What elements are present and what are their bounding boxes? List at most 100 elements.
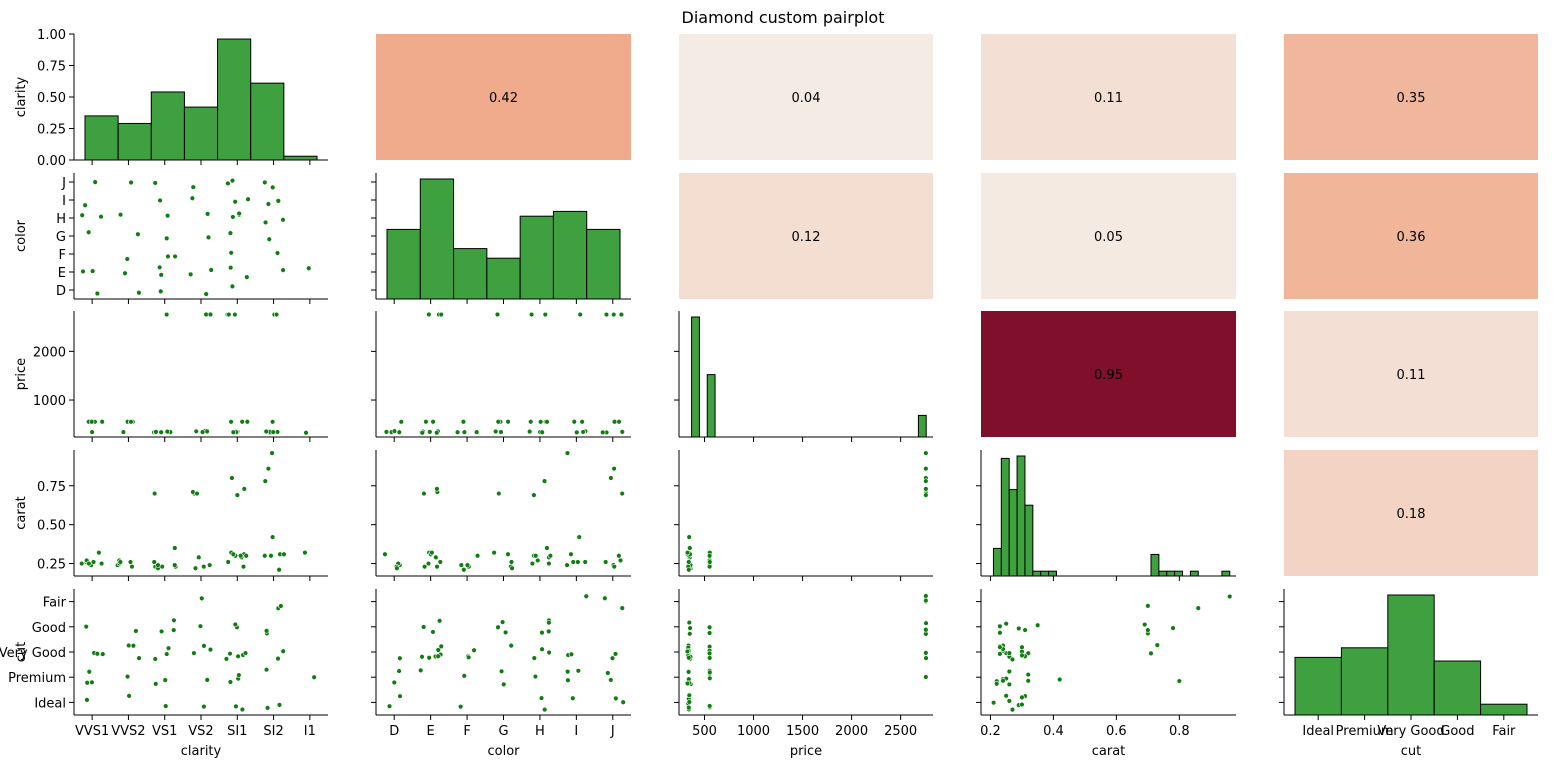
scatter-point xyxy=(164,428,171,435)
scatter-point xyxy=(435,653,441,659)
scatter-point xyxy=(151,559,157,565)
scatter-point xyxy=(541,706,548,713)
scatter-point xyxy=(990,700,997,706)
scatter-point xyxy=(269,419,276,425)
scatter-point xyxy=(687,625,693,631)
scatter-point xyxy=(1003,620,1009,627)
scatter-point xyxy=(383,429,390,435)
scatter-point xyxy=(602,595,608,601)
corr-value: 0.11 xyxy=(1397,368,1426,383)
scatter-point xyxy=(570,695,576,701)
scatter-point xyxy=(280,217,286,223)
scatter-point xyxy=(706,563,713,570)
scatter-point xyxy=(155,562,161,568)
scatter-point xyxy=(491,549,497,556)
scatter-point xyxy=(1142,621,1148,628)
scatter-point xyxy=(505,551,511,557)
scatter-point xyxy=(994,681,1000,687)
hist-bar-color xyxy=(519,215,554,300)
scatter-point xyxy=(923,674,929,680)
scatter-point xyxy=(269,534,276,540)
scatter-point xyxy=(303,430,309,436)
scatter-point xyxy=(398,419,404,425)
x-tick-label: VS2 xyxy=(188,724,213,739)
scatter-point xyxy=(156,264,163,270)
corr-value: 0.05 xyxy=(1094,230,1123,245)
x-tick-label: VS1 xyxy=(152,724,177,739)
scatter-point xyxy=(1006,668,1013,675)
scatter-point xyxy=(537,419,544,425)
scatter-point xyxy=(262,219,269,226)
hist-bar-carat xyxy=(1000,457,1010,577)
scatter-point xyxy=(80,268,86,275)
scatter-point xyxy=(171,617,177,624)
hist-bar-cut xyxy=(1340,647,1389,716)
scatter-point xyxy=(433,554,439,561)
scatter-point xyxy=(535,557,541,564)
y-tick-label: 0.25 xyxy=(37,558,66,573)
scatter-point xyxy=(496,490,502,497)
scatter-point xyxy=(120,429,127,435)
scatter-point xyxy=(570,559,576,565)
x-tick-label: D xyxy=(389,724,399,739)
scatter-point xyxy=(84,680,90,686)
scatter-point xyxy=(492,428,499,435)
scatter-point xyxy=(1154,642,1160,648)
scatter-point xyxy=(165,645,172,651)
scatter-point xyxy=(190,184,196,190)
scatter-point xyxy=(1176,678,1183,684)
scatter-point xyxy=(616,419,622,425)
panel-carat-color xyxy=(375,450,631,577)
scatter-point xyxy=(230,429,237,435)
hist-bar-carat xyxy=(1040,570,1050,577)
scatter-point xyxy=(575,559,581,565)
scatter-point xyxy=(194,490,200,497)
scatter-point xyxy=(84,697,90,703)
scatter-point xyxy=(232,621,239,628)
scatter-point xyxy=(430,629,436,635)
x-tick-label: Ideal xyxy=(1302,724,1334,739)
scatter-point xyxy=(1170,625,1176,631)
scatter-point xyxy=(544,545,550,551)
scatter-point xyxy=(539,429,545,435)
scatter-point xyxy=(126,642,132,649)
scatter-point xyxy=(1034,622,1041,628)
scatter-point xyxy=(532,673,539,680)
scatter-point xyxy=(707,675,713,681)
y-tick-label: 0.25 xyxy=(37,123,66,138)
corr-cell-clarity-color xyxy=(376,34,631,160)
scatter-point xyxy=(499,619,506,625)
scatter-point xyxy=(302,549,308,556)
scatter-point xyxy=(1022,627,1028,633)
corr-value: 0.42 xyxy=(489,91,518,106)
corr-cell-price-cut xyxy=(1284,311,1538,437)
scatter-point xyxy=(117,211,124,218)
scatter-point xyxy=(494,311,501,318)
scatter-point xyxy=(613,695,619,702)
corr-value: 0.12 xyxy=(792,230,821,245)
scatter-point xyxy=(232,199,238,205)
scatter-point xyxy=(434,486,440,492)
scatter-point xyxy=(136,290,142,296)
scatter-point xyxy=(157,197,163,204)
scatter-point xyxy=(600,429,606,436)
scatter-point xyxy=(233,703,239,710)
hist-bar-carat xyxy=(1174,570,1184,577)
scatter-point xyxy=(541,478,548,484)
scatter-point xyxy=(96,549,102,556)
scatter-point xyxy=(1006,698,1013,704)
scatter-point xyxy=(244,419,251,425)
corr-value: 0.95 xyxy=(1094,368,1123,383)
scatter-point xyxy=(165,253,171,260)
scatter-point xyxy=(234,492,241,498)
scatter-point xyxy=(243,553,249,559)
corr-value: 0.04 xyxy=(792,91,821,106)
scatter-point xyxy=(196,554,202,561)
scatter-point xyxy=(434,563,440,570)
scatter-point xyxy=(207,311,214,318)
scatter-point xyxy=(229,177,236,184)
scatter-point xyxy=(100,651,106,657)
y-tick-label: 0.00 xyxy=(37,154,66,169)
scatter-point xyxy=(227,679,234,685)
scatter-point xyxy=(471,647,477,653)
